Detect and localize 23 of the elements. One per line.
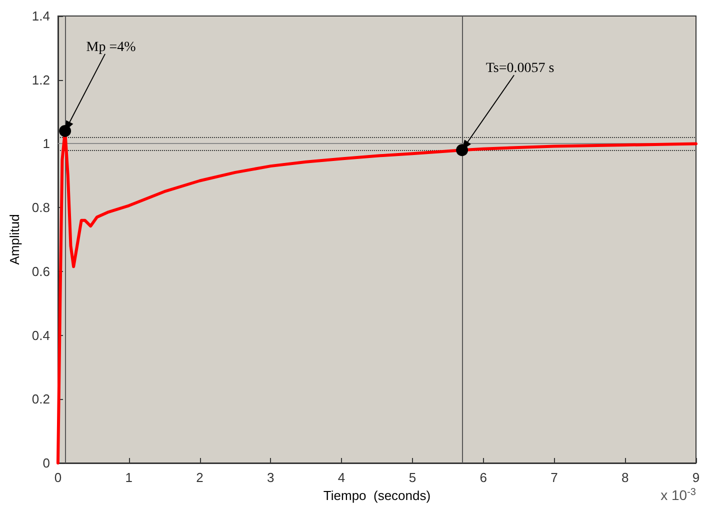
x-tick-label: 4 bbox=[338, 470, 346, 485]
x-tick-label: 8 bbox=[621, 470, 629, 485]
y-tick-label: 1 bbox=[42, 136, 50, 152]
x-tick-label: 5 bbox=[408, 470, 416, 485]
x-tick-label: 1 bbox=[125, 470, 132, 485]
y-tick-label: 0.4 bbox=[32, 328, 50, 343]
x-tick-label: 6 bbox=[480, 470, 487, 485]
x-axis-title: Tiempo (seconds) bbox=[323, 488, 431, 503]
y-tick-label: 0.6 bbox=[32, 264, 50, 279]
x-tick-label: 2 bbox=[196, 470, 204, 485]
y-axis-title: Amplitud bbox=[7, 214, 22, 265]
y-tick-label: 1.4 bbox=[32, 8, 50, 24]
y-tick-label: 1.2 bbox=[32, 72, 50, 88]
x-tick-label: 3 bbox=[267, 470, 274, 485]
x-tick-label: 9 bbox=[692, 470, 700, 485]
y-tick-label: 0.2 bbox=[32, 392, 50, 407]
y-tick-label: 0.8 bbox=[32, 200, 50, 216]
annotation: Ts=0.0057 s bbox=[486, 61, 554, 76]
text: x 10$^{-3}$ bbox=[660, 486, 696, 503]
annotation: Mp =4% bbox=[86, 40, 136, 55]
x-tick-label: 0 bbox=[54, 470, 62, 485]
x-tick-label: 7 bbox=[550, 470, 558, 485]
y-tick-label: 0 bbox=[42, 456, 50, 470]
